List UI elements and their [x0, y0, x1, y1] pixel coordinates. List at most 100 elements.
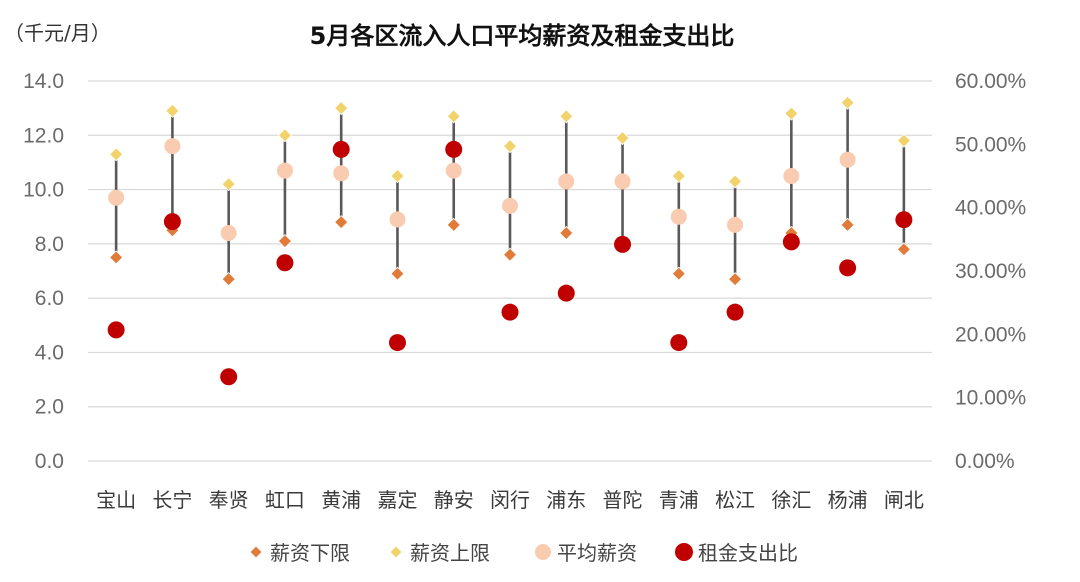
- salary-min-point: [334, 215, 349, 230]
- legend-marker: [675, 543, 693, 561]
- salary-min-point: [840, 217, 855, 232]
- rent-ratio-point: [388, 334, 406, 352]
- rent-ratio-point: [163, 213, 181, 231]
- rent-ratio-point: [557, 284, 575, 302]
- salary-avg-point: [389, 211, 406, 228]
- right-axis-ticks: 0.00% 10.00% 20.00% 30.00% 40.00% 50.00% 60.00…: [955, 70, 1026, 473]
- left-tick-label: 4.0: [35, 341, 64, 364]
- legend-marker: [535, 544, 551, 560]
- salary-max-point: [615, 130, 630, 146]
- left-tick-label: 14.0: [23, 70, 64, 93]
- right-tick-label: 10.00%: [955, 387, 1026, 410]
- salary-min-point: [671, 266, 686, 281]
- salary-min-point: [502, 247, 518, 262]
- category-labels: 宝山 长宁 奉贤 虹口 黄浦 嘉定 静安 闵行 浦东 普陀 青浦 松江 徐汇 杨浦 闸北: [96, 488, 924, 512]
- salary-max-point: [559, 109, 574, 124]
- salary-min-point: [728, 272, 743, 287]
- left-axis-unit: （千元/月）: [4, 21, 111, 45]
- left-tick-label: 2.0: [35, 396, 64, 419]
- rent-ratio-point: [614, 235, 632, 253]
- salary-avg-point: [614, 173, 631, 190]
- rent-ratio-point: [895, 211, 913, 229]
- category-label: 静安: [434, 488, 474, 512]
- salary-max-point: [277, 128, 292, 143]
- salary-min-point: [221, 272, 236, 287]
- category-label: 浦东: [546, 488, 586, 512]
- salary-max-point: [390, 168, 405, 184]
- salary-max-point: [840, 95, 855, 110]
- right-tick-label: 0.00%: [955, 450, 1015, 473]
- left-axis-ticks: 0.0 2.0 4.0 6.0 8.0 10.0 12.0 14.0: [23, 70, 64, 473]
- legend-label: 平均薪资: [557, 541, 637, 565]
- salary-max-point: [334, 101, 349, 116]
- salary-avg-point: [670, 208, 687, 225]
- data-markers: [107, 95, 913, 386]
- salary-avg-point: [445, 162, 462, 179]
- right-tick-label: 50.00%: [955, 133, 1026, 156]
- rent-ratio-point: [670, 334, 688, 352]
- salary-min-point: [109, 250, 124, 265]
- legend: 薪资下限 薪资上限 平均薪资 租金支出比: [249, 541, 798, 565]
- rent-ratio-point: [276, 254, 294, 272]
- right-tick-label: 20.00%: [955, 323, 1026, 346]
- rent-ratio-point: [839, 259, 857, 277]
- salary-max-point: [165, 103, 180, 118]
- salary-min-point: [896, 242, 911, 257]
- salary-avg-point: [502, 197, 518, 214]
- salary-min-point: [390, 266, 405, 281]
- rent-ratio-point: [501, 303, 519, 321]
- gridlines: [88, 80, 932, 462]
- category-label: 普陀: [603, 488, 643, 512]
- salary-max-point: [221, 177, 236, 192]
- right-tick-label: 40.00%: [955, 197, 1026, 220]
- category-label: 徐汇: [771, 488, 811, 512]
- salary-max-point: [896, 133, 911, 148]
- salary-max-point: [671, 168, 686, 184]
- category-label: 黄浦: [321, 488, 361, 512]
- category-label: 虹口: [265, 488, 305, 512]
- right-tick-label: 60.00%: [955, 70, 1026, 93]
- salary-max-point: [109, 147, 124, 162]
- salary-min-point: [277, 234, 292, 249]
- legend-marker: [249, 545, 263, 559]
- rent-ratio-point: [107, 321, 125, 339]
- rent-ratio-point: [726, 303, 744, 321]
- salary-avg-point: [333, 165, 350, 182]
- category-label: 青浦: [659, 488, 699, 512]
- rent-ratio-point: [445, 140, 463, 158]
- salary-min-point: [446, 217, 461, 232]
- legend-label: 薪资下限: [270, 541, 350, 565]
- legend-marker: [389, 545, 403, 559]
- rent-ratio-point: [220, 368, 238, 386]
- salary-max-point: [446, 109, 461, 124]
- category-label: 闸北: [884, 488, 924, 512]
- salary-avg-point: [558, 173, 575, 190]
- salary-max-point: [784, 106, 799, 121]
- chart-title: 5月各区流入人口平均薪资及租金支出比: [310, 22, 735, 50]
- salary-max-point: [728, 174, 743, 189]
- category-label: 松江: [715, 488, 755, 512]
- salary-avg-point: [220, 225, 237, 241]
- salary-min-point: [559, 225, 574, 241]
- salary-avg-point: [164, 138, 181, 155]
- salary-avg-point: [276, 162, 293, 179]
- legend-label: 租金支出比: [698, 541, 798, 565]
- category-label: 闵行: [490, 488, 530, 512]
- salary-avg-point: [783, 168, 800, 184]
- salary-avg-point: [108, 189, 125, 206]
- rent-ratio-point: [332, 140, 350, 158]
- rent-ratio-point: [782, 233, 800, 251]
- category-label: 杨浦: [828, 488, 868, 512]
- left-tick-label: 0.0: [35, 450, 64, 473]
- category-label: 长宁: [152, 488, 192, 512]
- left-tick-label: 6.0: [35, 287, 64, 310]
- salary-max-point: [502, 139, 518, 154]
- legend-label: 薪资上限: [410, 541, 490, 565]
- left-tick-label: 12.0: [23, 124, 64, 147]
- left-tick-label: 10.0: [23, 179, 64, 202]
- category-label: 奉贤: [209, 488, 249, 512]
- right-tick-label: 30.00%: [955, 260, 1026, 283]
- category-label: 宝山: [96, 488, 136, 512]
- salary-avg-point: [839, 151, 856, 168]
